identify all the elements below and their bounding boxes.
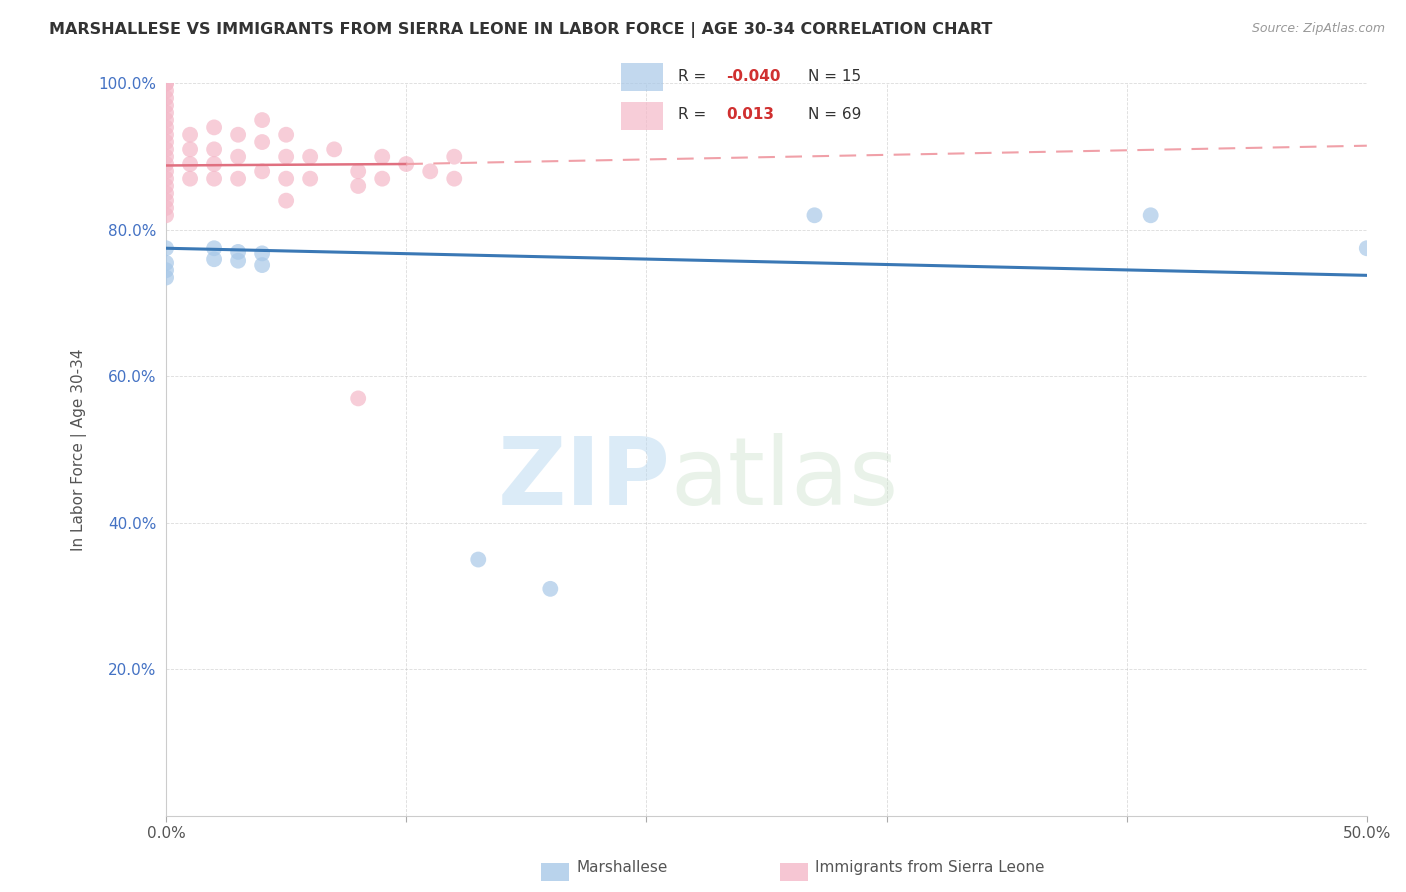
Point: [1139, 208, 1161, 222]
Point: [155, 142, 177, 156]
Point: [155, 201, 177, 215]
Point: [1355, 241, 1378, 255]
Point: [276, 128, 298, 142]
Point: [419, 164, 441, 178]
Point: [226, 171, 249, 186]
Text: R =: R =: [678, 70, 711, 85]
Text: Source: ZipAtlas.com: Source: ZipAtlas.com: [1251, 22, 1385, 36]
Point: [155, 241, 177, 255]
Point: [250, 135, 273, 149]
Point: [276, 171, 298, 186]
Point: [443, 150, 465, 164]
Point: [226, 253, 249, 268]
Point: [155, 120, 177, 135]
Text: 0.013: 0.013: [727, 107, 775, 122]
Point: [155, 194, 177, 208]
Bar: [620, 102, 664, 130]
Text: N = 69: N = 69: [808, 107, 862, 122]
Point: [202, 171, 225, 186]
Point: [347, 392, 370, 406]
Point: [202, 157, 225, 171]
Point: [155, 256, 177, 270]
Text: N = 15: N = 15: [808, 70, 862, 85]
Point: [395, 157, 418, 171]
Point: [371, 150, 394, 164]
Point: [155, 91, 177, 105]
Point: [155, 98, 177, 112]
Point: [155, 179, 177, 194]
Text: Immigrants from Sierra Leone: Immigrants from Sierra Leone: [815, 861, 1045, 875]
Point: [155, 113, 177, 128]
Point: [323, 142, 346, 156]
Point: [155, 164, 177, 178]
Point: [179, 171, 201, 186]
Point: [250, 246, 273, 260]
Point: [250, 113, 273, 128]
Point: [250, 258, 273, 272]
Point: [155, 270, 177, 285]
Point: [803, 208, 825, 222]
Point: [155, 263, 177, 277]
Text: MARSHALLESE VS IMMIGRANTS FROM SIERRA LEONE IN LABOR FORCE | AGE 30-34 CORRELATI: MARSHALLESE VS IMMIGRANTS FROM SIERRA LE…: [49, 22, 993, 38]
Point: [226, 128, 249, 142]
Point: [155, 186, 177, 201]
Point: [155, 105, 177, 120]
Point: [155, 128, 177, 142]
Point: [202, 241, 225, 255]
Point: [467, 552, 489, 566]
Point: [202, 252, 225, 267]
Point: [299, 171, 322, 186]
Point: [155, 77, 177, 91]
Point: [155, 135, 177, 149]
Bar: [620, 62, 664, 91]
Point: [347, 164, 370, 178]
Point: [179, 142, 201, 156]
Text: -0.040: -0.040: [727, 70, 780, 85]
Point: [538, 582, 561, 596]
Point: [276, 150, 298, 164]
Point: [371, 171, 394, 186]
Point: [299, 150, 322, 164]
Point: [202, 120, 225, 135]
Point: [226, 150, 249, 164]
Point: [347, 179, 370, 194]
Point: [155, 150, 177, 164]
Point: [276, 194, 298, 208]
Point: [179, 157, 201, 171]
Point: [226, 244, 249, 259]
Point: [155, 84, 177, 98]
Point: [155, 171, 177, 186]
Text: ZIP: ZIP: [498, 433, 671, 525]
Point: [179, 128, 201, 142]
Text: Marshallese: Marshallese: [576, 861, 668, 875]
Point: [155, 157, 177, 171]
Point: [155, 208, 177, 222]
Text: R =: R =: [678, 107, 721, 122]
Y-axis label: In Labor Force | Age 30-34: In Labor Force | Age 30-34: [72, 349, 87, 551]
Point: [443, 171, 465, 186]
Point: [155, 77, 177, 91]
Text: atlas: atlas: [671, 433, 898, 525]
Point: [250, 164, 273, 178]
Point: [202, 142, 225, 156]
